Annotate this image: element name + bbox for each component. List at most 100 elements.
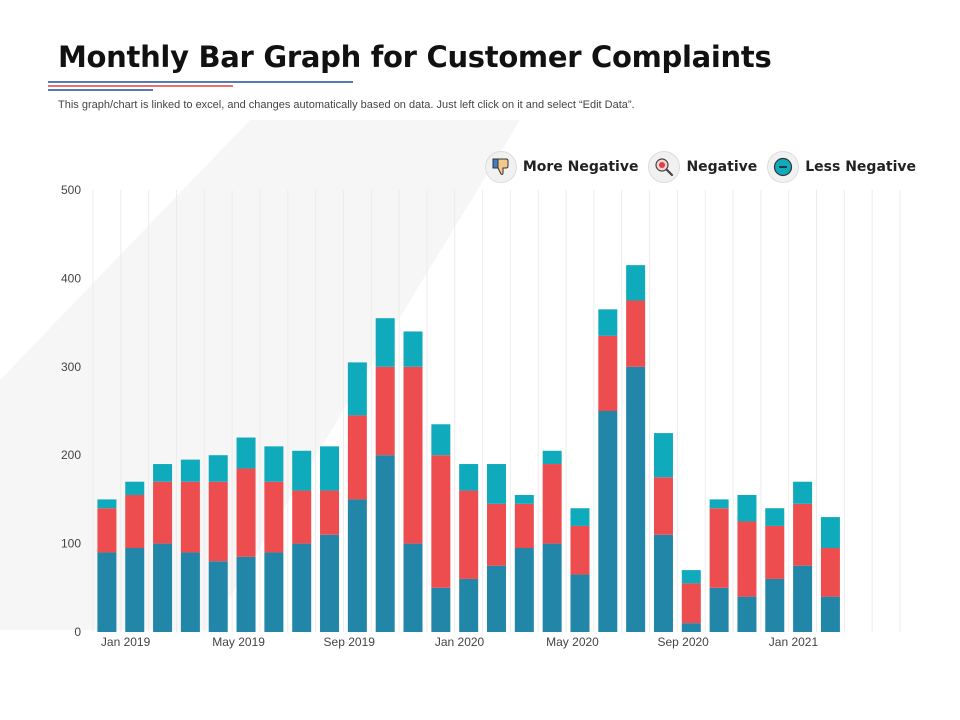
bar-segment: [180, 481, 200, 553]
bar-segment: [709, 499, 729, 509]
bar-segment: [820, 548, 840, 597]
bar-segment: [793, 503, 813, 566]
bar-segment: [487, 565, 506, 632]
bar-segment: [292, 450, 312, 491]
x-tick-label: Jan 2020: [435, 635, 485, 649]
bar-segment: [375, 318, 395, 367]
y-tick-label: 200: [61, 448, 81, 462]
bar-segment: [264, 481, 284, 553]
bar-segment: [153, 543, 173, 632]
x-tick-label: May 2019: [212, 635, 265, 649]
bar-segment: [542, 543, 562, 632]
bar-segment: [626, 366, 646, 632]
bar-segment: [97, 508, 117, 553]
y-tick-label: 400: [61, 271, 81, 285]
bar-segment: [180, 552, 200, 632]
bar-segment: [765, 578, 785, 632]
bar-segment: [653, 433, 673, 478]
bar-segment: [514, 494, 534, 504]
bar-segment: [626, 300, 646, 367]
legend-item-more-negative: More Negative: [484, 151, 639, 183]
bar-segment: [653, 477, 673, 535]
bar-segment: [598, 309, 618, 336]
bar-segment: [487, 503, 506, 566]
bar-segment: [97, 499, 117, 509]
legend-label-more-negative: More Negative: [522, 159, 639, 175]
bar-segment: [320, 534, 340, 632]
bar-segment: [459, 578, 479, 632]
bar-segment: [598, 335, 618, 411]
legend-item-less-negative: Less Negative: [767, 151, 916, 183]
bar-segment: [320, 446, 340, 491]
bar-segment: [403, 543, 423, 632]
bar-segment: [737, 596, 757, 632]
magnifier-icon: [648, 151, 681, 183]
bar-segment: [820, 517, 840, 549]
bar-segment: [180, 459, 200, 482]
bar-segment: [514, 503, 534, 549]
bar-segment: [820, 596, 840, 632]
bar-segment: [320, 490, 340, 535]
bar-segment: [153, 464, 173, 482]
bar-segment: [542, 464, 562, 544]
bar-segment: [793, 565, 813, 632]
bar-segment: [347, 415, 367, 500]
bar-segment: [542, 450, 562, 465]
bar-segment: [459, 464, 479, 491]
x-tick-label: Jan 2019: [101, 635, 151, 649]
bar-segment: [375, 366, 395, 456]
x-tick-label: Sep 2019: [324, 635, 376, 649]
bar-segment: [737, 521, 757, 597]
bar-segment: [570, 508, 590, 526]
bar-segment: [236, 468, 256, 557]
bar-segment: [431, 455, 451, 588]
bar-segment: [125, 548, 145, 632]
x-tick-label: May 2020: [546, 635, 599, 649]
legend-label-negative: Negative: [686, 159, 758, 175]
x-tick-label: Jan 2021: [769, 635, 819, 649]
bar-segment: [236, 556, 256, 632]
bar-segment: [431, 424, 451, 456]
bar-segment: [403, 331, 423, 367]
bar-segment: [125, 494, 145, 549]
bar-segment: [598, 411, 618, 632]
bar-segment: [264, 446, 284, 482]
bar-segment: [737, 494, 757, 522]
bar-segment: [375, 455, 395, 632]
bar-segment: [570, 525, 590, 575]
bar-segment: [236, 437, 256, 469]
bar-segment: [681, 570, 701, 584]
bar-segment: [793, 481, 813, 504]
chart-legend: More Negative Negative Less Negative: [484, 150, 916, 184]
y-tick-label: 300: [61, 360, 81, 374]
bar-segment: [125, 481, 145, 495]
bar-segment: [208, 455, 228, 482]
bar-segment: [97, 552, 117, 632]
bar-segment: [153, 481, 173, 544]
legend-item-negative: Negative: [648, 151, 757, 183]
bar-segment: [765, 525, 785, 579]
bar-segment: [208, 481, 228, 562]
bar-segment: [570, 574, 590, 632]
bar-segment: [264, 552, 284, 632]
title-underline: [48, 81, 353, 91]
bar-segment: [709, 508, 729, 588]
bar-segment: [431, 587, 451, 632]
minus-circle-icon: [767, 151, 800, 183]
subtitle: This graph/chart is linked to excel, and…: [58, 99, 635, 111]
bar-segment: [626, 265, 646, 301]
bar-segment: [347, 362, 367, 416]
bar-segment: [514, 548, 534, 632]
bar-segment: [653, 534, 673, 632]
bar-segment: [208, 561, 228, 632]
y-tick-label: 0: [74, 625, 81, 639]
bar-segment: [765, 508, 785, 526]
bar-segment: [459, 490, 479, 579]
legend-label-less-negative: Less Negative: [805, 159, 916, 175]
bar-segment: [681, 623, 701, 632]
bar-segment: [487, 464, 506, 504]
bar-segment: [292, 490, 312, 544]
bar-segment: [709, 587, 729, 632]
bar-segment: [403, 366, 423, 544]
